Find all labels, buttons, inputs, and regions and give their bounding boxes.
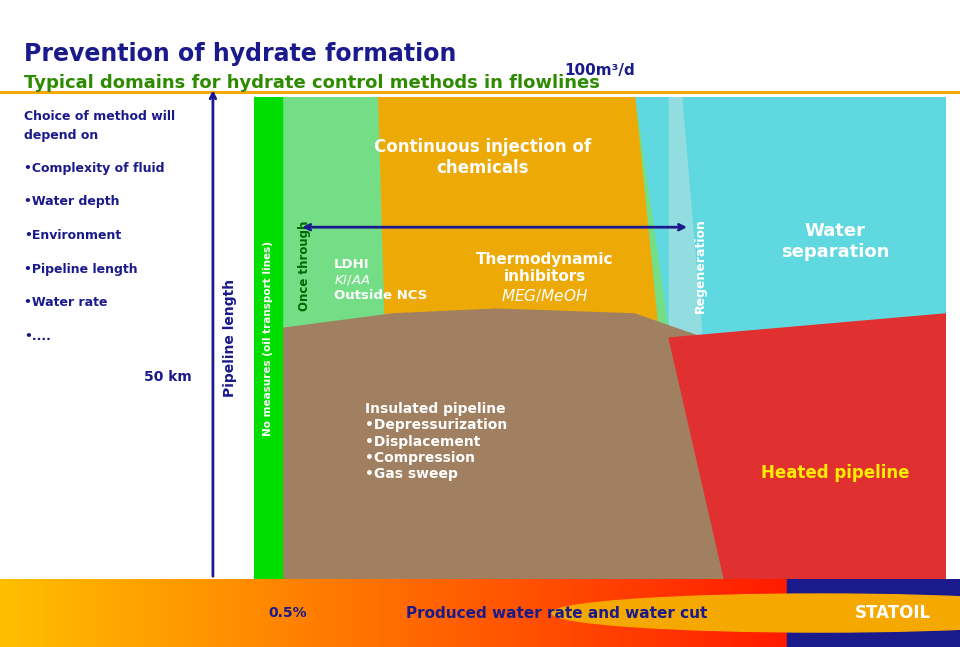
Polygon shape [254, 97, 282, 579]
Text: Prevention of hydrate formation: Prevention of hydrate formation [24, 42, 456, 66]
Text: Once through: Once through [298, 221, 311, 311]
Polygon shape [669, 314, 946, 579]
Polygon shape [282, 97, 704, 579]
Polygon shape [282, 309, 946, 579]
Polygon shape [683, 97, 946, 338]
Polygon shape [282, 97, 946, 579]
Text: STATOIL: STATOIL [854, 604, 931, 622]
Polygon shape [379, 97, 683, 579]
Text: Pipeline length: Pipeline length [224, 279, 237, 397]
Text: •Complexity of fluid: •Complexity of fluid [24, 162, 164, 175]
Polygon shape [787, 579, 960, 647]
Text: Water
separation: Water separation [780, 223, 889, 261]
Text: Thermodynamic
inhibitors
$MEG/MeOH$: Thermodynamic inhibitors $MEG/MeOH$ [476, 252, 613, 304]
Text: •....: •.... [24, 330, 51, 343]
Text: •Pipeline length: •Pipeline length [24, 263, 137, 276]
Text: •Water rate: •Water rate [24, 296, 108, 309]
Text: Continuous injection of
chemicals: Continuous injection of chemicals [374, 138, 591, 177]
Text: 0.5%: 0.5% [269, 606, 307, 620]
Text: 50 km: 50 km [144, 369, 192, 384]
Text: •Water depth: •Water depth [24, 195, 119, 208]
Text: depend on: depend on [24, 129, 98, 142]
Polygon shape [669, 97, 946, 338]
Text: Choice of method will: Choice of method will [24, 110, 175, 123]
Text: Produced water rate and water cut: Produced water rate and water cut [406, 606, 708, 620]
Text: 100m³/d: 100m³/d [564, 63, 636, 78]
Text: ●: ● [804, 594, 838, 632]
Circle shape [552, 594, 960, 632]
Text: LDHI
$KI/AA$
Outside NCS: LDHI $KI/AA$ Outside NCS [334, 258, 427, 302]
Text: No measures (oil transport lines): No measures (oil transport lines) [263, 241, 274, 435]
Text: Heated pipeline: Heated pipeline [760, 464, 909, 482]
Text: Insulated pipeline
•Depressurization
•Displacement
•Compression
•Gas sweep: Insulated pipeline •Depressurization •Di… [365, 402, 507, 481]
Text: •Environment: •Environment [24, 229, 121, 242]
Text: Regeneration: Regeneration [694, 218, 707, 313]
Text: Typical domains for hydrate control methods in flowlines: Typical domains for hydrate control meth… [24, 74, 600, 93]
